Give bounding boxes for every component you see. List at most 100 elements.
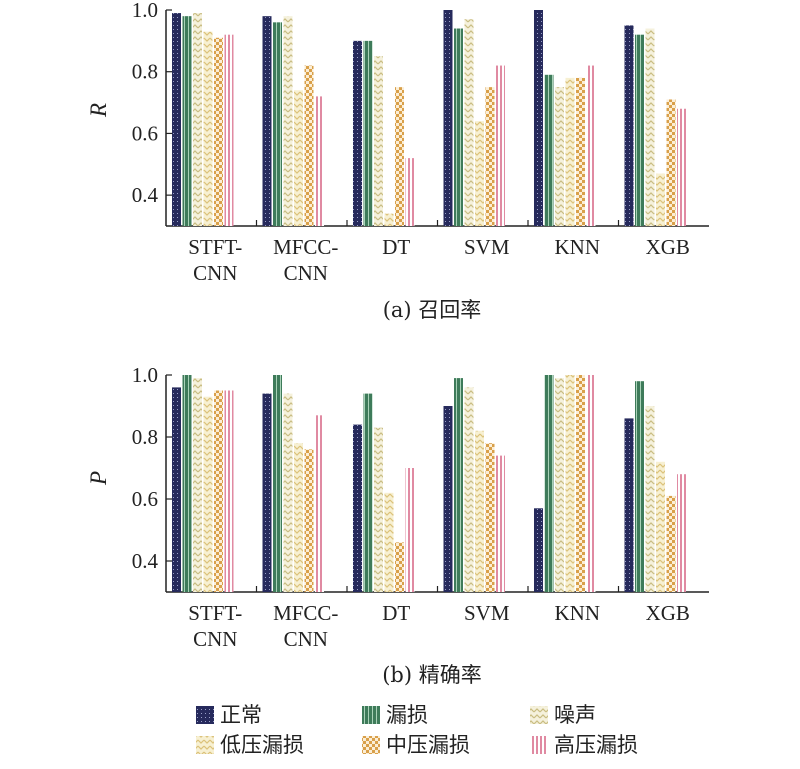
bar-正常 xyxy=(443,10,453,226)
bar-高压漏损 xyxy=(586,375,596,592)
bar-低压漏损 xyxy=(384,492,394,592)
legend-label: 高压漏损 xyxy=(554,733,638,757)
category-label: XGB xyxy=(646,235,690,259)
category-label: SVM xyxy=(464,601,510,625)
legend-item: 高压漏损 xyxy=(530,733,638,757)
category-label: MFCC-CNN xyxy=(273,235,338,285)
legend-swatch xyxy=(362,736,380,754)
bar-正常 xyxy=(443,406,453,592)
bar-中压漏损 xyxy=(214,390,223,592)
bar-漏损 xyxy=(273,22,282,226)
bar-中压漏损 xyxy=(666,495,676,592)
y-tick-label: 0.4 xyxy=(132,183,159,207)
legend-label: 噪声 xyxy=(554,703,596,727)
bar-高压漏损 xyxy=(315,96,324,227)
category-label: KNN xyxy=(555,235,601,259)
bar-低压漏损 xyxy=(294,90,303,226)
y-tick-labels: 0.4 0.6 0.8 1.0 xyxy=(132,363,159,573)
bar-低压漏损 xyxy=(565,375,575,592)
bar-正常 xyxy=(172,387,181,592)
legend-swatch xyxy=(530,736,548,754)
y-tick-label: 1.0 xyxy=(132,363,158,387)
bar-低压漏损 xyxy=(656,461,665,592)
bar-正常 xyxy=(534,10,543,226)
bar-漏损 xyxy=(182,375,192,592)
bar-中压漏损 xyxy=(214,37,223,227)
chart-panel-precision: 0.4 0.6 0.8 1.0 STFT-CNN MFCC-CNN DT SVM KNN XGB… xyxy=(86,363,709,687)
y-axis-title: P xyxy=(86,471,111,486)
bar-中压漏损 xyxy=(576,77,585,226)
bar-正常 xyxy=(262,393,272,592)
bar-中压漏损 xyxy=(485,443,495,592)
bar-噪声 xyxy=(555,87,564,227)
bar-中压漏损 xyxy=(304,449,314,592)
y-tick-label: 0.6 xyxy=(132,121,158,145)
bar-中压漏损 xyxy=(395,87,404,227)
bar-漏损 xyxy=(182,16,192,226)
y-tick-labels: 0.4 0.6 0.8 1.0 xyxy=(132,0,159,207)
category-label: KNN xyxy=(555,601,601,625)
y-tick-label: 1.0 xyxy=(132,0,158,22)
axes xyxy=(165,9,709,227)
bar-高压漏损 xyxy=(405,468,415,592)
bar-低压漏损 xyxy=(294,443,303,592)
legend-item: 漏损 xyxy=(362,703,428,727)
bar-噪声 xyxy=(645,28,655,227)
bar-漏损 xyxy=(273,375,282,592)
bar-噪声 xyxy=(464,387,474,592)
legend-swatch xyxy=(362,706,380,724)
category-label: STFT-CNN xyxy=(188,601,242,651)
category-labels: STFT-CNN MFCC-CNN DT SVM KNN XGB xyxy=(188,601,690,651)
bar-正常 xyxy=(172,13,181,227)
bars xyxy=(172,10,686,227)
panel-caption: (a) 召回率 xyxy=(383,298,482,322)
category-label: XGB xyxy=(646,601,690,625)
legend-label: 正常 xyxy=(220,703,262,727)
category-label: DT xyxy=(382,601,410,625)
bar-漏损 xyxy=(454,378,463,592)
bar-高压漏损 xyxy=(496,65,505,227)
bar-噪声 xyxy=(283,393,293,592)
bar-高压漏损 xyxy=(224,390,234,592)
bar-漏损 xyxy=(635,34,644,226)
chart-panel-recall: 0.4 0.6 0.8 1.0 STFT-CNN MFCC-CNN DT SVM KNN XGB… xyxy=(86,0,709,322)
bar-低压漏损 xyxy=(475,430,484,592)
legend-swatch xyxy=(196,706,214,724)
bar-中压漏损 xyxy=(395,542,404,592)
bar-漏损 xyxy=(635,381,644,592)
bar-中压漏损 xyxy=(485,87,495,227)
bar-噪声 xyxy=(374,427,383,592)
bar-正常 xyxy=(353,40,362,226)
legend-swatch xyxy=(530,706,548,724)
bar-中压漏损 xyxy=(304,65,314,227)
bar-漏损 xyxy=(454,28,463,227)
bar-中压漏损 xyxy=(576,375,585,592)
axes xyxy=(165,374,709,593)
y-tick-label: 0.8 xyxy=(132,60,158,84)
legend-label: 中压漏损 xyxy=(386,733,470,757)
bar-低压漏损 xyxy=(384,213,394,226)
bar-低压漏损 xyxy=(203,31,213,226)
y-tick-label: 0.6 xyxy=(132,487,158,511)
bar-噪声 xyxy=(283,16,293,226)
bar-噪声 xyxy=(645,406,655,592)
bar-高压漏损 xyxy=(677,108,686,226)
bar-漏损 xyxy=(544,375,554,592)
legend-item: 噪声 xyxy=(530,703,596,727)
category-labels: STFT-CNN MFCC-CNN DT SVM KNN XGB xyxy=(188,235,690,285)
bar-噪声 xyxy=(464,19,474,227)
bar-漏损 xyxy=(363,393,373,592)
category-label: MFCC-CNN xyxy=(273,601,338,651)
category-label: SVM xyxy=(464,235,510,259)
legend-swatch xyxy=(196,736,214,754)
category-label: STFT-CNN xyxy=(188,235,242,285)
bar-噪声 xyxy=(193,378,202,592)
bar-低压漏损 xyxy=(203,396,213,592)
category-label: DT xyxy=(382,235,410,259)
bar-噪声 xyxy=(374,56,383,227)
y-axis-title: R xyxy=(86,103,111,118)
bar-正常 xyxy=(534,508,543,592)
bar-低压漏损 xyxy=(565,77,575,226)
